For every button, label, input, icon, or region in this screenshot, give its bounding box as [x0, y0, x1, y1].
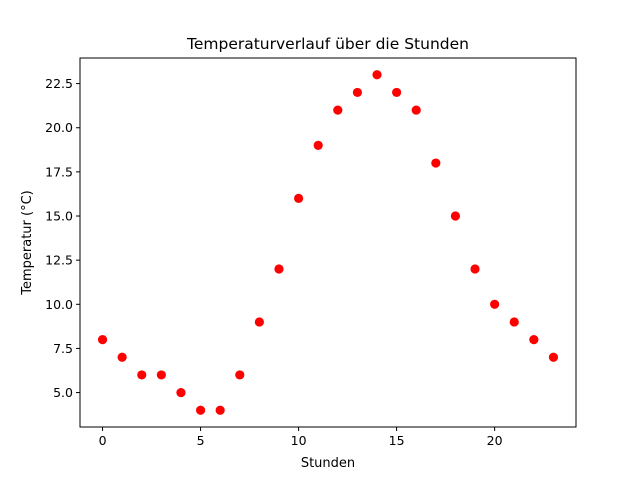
- data-point: [431, 158, 441, 168]
- y-axis-label: Temperatur (°C): [20, 190, 35, 296]
- x-tick-label: 0: [99, 433, 107, 448]
- x-tick-label: 20: [487, 433, 503, 448]
- y-axis-ticks: 5.0 7.5 10.0 12.5 15.0 17.5 20.0 22.5: [45, 76, 80, 400]
- data-point: [254, 317, 264, 327]
- y-tick-label: 5.0: [53, 385, 73, 400]
- data-point: [97, 335, 108, 345]
- data-point: [509, 317, 519, 327]
- data-point: [352, 87, 363, 98]
- data-point: [215, 405, 225, 415]
- x-axis-ticks: 0 5 10 15 20: [99, 427, 503, 448]
- data-point: [117, 352, 127, 362]
- data-point: [137, 370, 147, 380]
- data-point: [548, 352, 559, 362]
- chart-title: Temperaturverlauf über die Stunden: [186, 35, 469, 53]
- data-point: [313, 140, 323, 150]
- y-tick-label: 22.5: [45, 76, 73, 91]
- plot-frame: [79, 57, 577, 428]
- data-points: [97, 70, 559, 415]
- data-point: [156, 370, 166, 380]
- data-point: [392, 87, 402, 98]
- y-tick-label: 20.0: [45, 120, 73, 135]
- data-point: [293, 193, 304, 203]
- data-point: [235, 370, 245, 380]
- data-point: [490, 299, 500, 309]
- y-tick-label: 12.5: [45, 253, 73, 268]
- data-point: [274, 264, 284, 274]
- x-tick-label: 5: [197, 433, 205, 448]
- y-tick-label: 7.5: [53, 341, 73, 356]
- data-point: [195, 405, 206, 415]
- data-point: [372, 70, 382, 80]
- data-point: [176, 387, 186, 398]
- data-point: [450, 211, 461, 221]
- y-tick-label: 15.0: [45, 209, 73, 224]
- y-tick-label: 17.5: [45, 164, 73, 179]
- data-point: [529, 335, 539, 345]
- data-point: [411, 105, 421, 115]
- x-axis-label: Stunden: [301, 456, 355, 471]
- x-tick-label: 15: [389, 433, 405, 448]
- data-point: [470, 264, 480, 274]
- x-tick-label: 10: [291, 433, 307, 448]
- y-tick-label: 10.0: [45, 297, 73, 312]
- data-point: [333, 105, 343, 115]
